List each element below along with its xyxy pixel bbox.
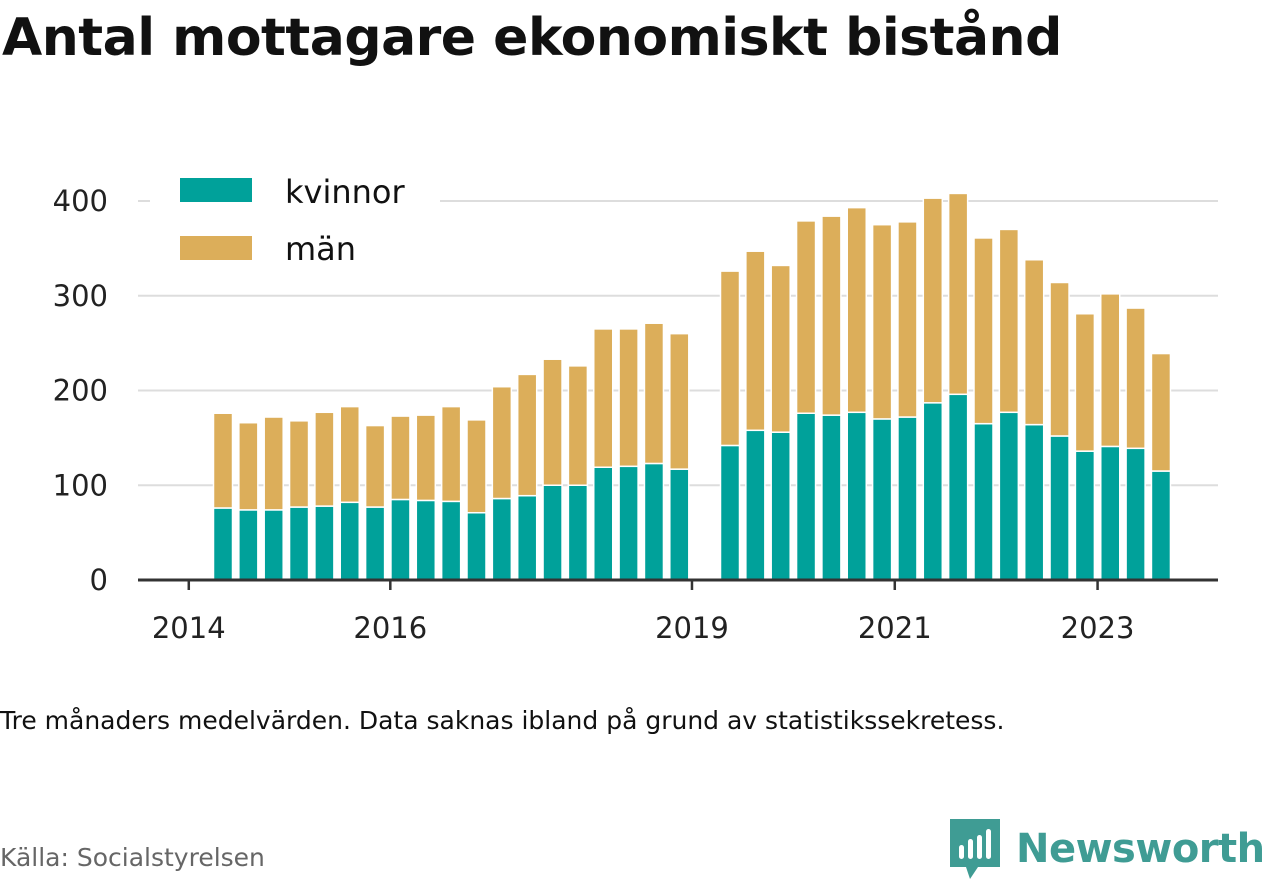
bar-man-4 xyxy=(314,411,335,507)
y-tick-label-300: 300 xyxy=(53,279,108,313)
bar-man-37 xyxy=(1150,352,1172,472)
bar-kvinnor-22 xyxy=(770,431,791,581)
bar-kvinnor-7 xyxy=(390,498,411,581)
bar-kvinnor-36 xyxy=(1125,447,1146,581)
bar-man-25 xyxy=(846,206,867,414)
bar-man-22 xyxy=(770,264,791,433)
bar-kvinnor-14 xyxy=(567,484,589,581)
bar-kvinnor-10 xyxy=(466,511,487,581)
bar-kvinnor-35 xyxy=(1100,445,1121,581)
bar-kvinnor-8 xyxy=(415,499,437,581)
bar-kvinnor-31 xyxy=(998,411,1020,581)
axes: 0 100 200 300 400 2014 2016 2019 2021 2023 xyxy=(53,184,1218,645)
bar-kvinnor-37 xyxy=(1150,470,1172,581)
bar-man-35 xyxy=(1100,293,1121,448)
bar-kvinnor-1 xyxy=(238,509,259,581)
bar-man-27 xyxy=(897,221,918,418)
bar-kvinnor-11 xyxy=(491,497,513,581)
bar-man-26 xyxy=(871,223,893,420)
bar-kvinnor-29 xyxy=(947,393,969,581)
bar-kvinnor-24 xyxy=(821,414,842,581)
source-label: Källa: Socialstyrelsen xyxy=(0,843,265,872)
bar-man-12 xyxy=(516,373,538,497)
bar-man-30 xyxy=(973,237,994,425)
x-tick-label-2019: 2019 xyxy=(655,611,729,645)
bar-man-23 xyxy=(795,220,817,414)
bar-man-31 xyxy=(998,228,1020,414)
bar-man-15 xyxy=(593,328,614,468)
newsworthy-brand: Newsworthy xyxy=(950,818,1262,880)
newsworthy-logo-icon xyxy=(950,819,1000,879)
bar-kvinnor-23 xyxy=(795,412,817,581)
bar-kvinnor-30 xyxy=(973,422,994,581)
brand-name: Newsworthy xyxy=(1016,826,1262,872)
bar-kvinnor-27 xyxy=(897,416,918,581)
bar-kvinnor-5 xyxy=(339,501,360,581)
bar-man-29 xyxy=(947,192,969,396)
bar-kvinnor-17 xyxy=(643,462,665,581)
bar-man-1 xyxy=(238,421,259,511)
legend-swatch-kvinnor xyxy=(180,178,252,202)
bar-man-11 xyxy=(491,385,513,500)
bar-kvinnor-20 xyxy=(719,444,741,581)
y-tick-label-0: 0 xyxy=(90,563,108,597)
bar-kvinnor-13 xyxy=(542,484,563,581)
y-tick-label-100: 100 xyxy=(53,468,108,502)
bar-man-32 xyxy=(1023,258,1045,426)
bar-man-10 xyxy=(466,419,487,514)
x-tick-label-2023: 2023 xyxy=(1061,611,1135,645)
bar-man-7 xyxy=(390,415,411,501)
bar-man-2 xyxy=(263,416,284,511)
bar-kvinnor-33 xyxy=(1049,435,1070,581)
bar-man-17 xyxy=(643,322,665,465)
bar-kvinnor-18 xyxy=(669,468,690,581)
bar-kvinnor-16 xyxy=(618,465,639,581)
bar-kvinnor-32 xyxy=(1023,423,1045,581)
legend-label-man: män xyxy=(285,230,356,268)
bar-kvinnor-9 xyxy=(440,500,462,581)
legend-swatch-man xyxy=(180,236,252,260)
bar-man-5 xyxy=(339,405,360,504)
bar-man-33 xyxy=(1049,281,1070,437)
bar-kvinnor-4 xyxy=(314,505,335,581)
x-tick-label-2014: 2014 xyxy=(152,611,226,645)
bar-kvinnor-25 xyxy=(846,411,867,581)
bar-kvinnor-3 xyxy=(288,506,310,581)
bar-kvinnor-2 xyxy=(263,509,284,581)
x-tick-label-2016: 2016 xyxy=(353,611,427,645)
bar-man-18 xyxy=(669,332,690,470)
bar-kvinnor-21 xyxy=(745,429,766,581)
bar-man-8 xyxy=(415,414,437,502)
chart-note: Tre månaders medelvärden. Data saknas ib… xyxy=(0,706,1005,735)
bar-man-0 xyxy=(212,412,234,509)
bar-man-20 xyxy=(719,270,741,447)
bar-man-34 xyxy=(1074,313,1096,452)
bar-man-36 xyxy=(1125,307,1146,450)
bar-kvinnor-15 xyxy=(593,466,614,581)
bar-man-6 xyxy=(364,424,386,508)
bar-man-21 xyxy=(745,250,766,432)
bar-man-13 xyxy=(542,358,563,487)
bar-kvinnor-6 xyxy=(364,506,386,581)
stacked-bar-chart: 0 100 200 300 400 2014 2016 2019 2021 2023 kvinno… xyxy=(52,166,1218,645)
bar-man-28 xyxy=(922,197,944,404)
bar-kvinnor-28 xyxy=(922,402,944,581)
bar-kvinnor-12 xyxy=(516,494,538,581)
x-tick-label-2021: 2021 xyxy=(858,611,932,645)
bar-man-16 xyxy=(618,328,639,468)
bar-kvinnor-34 xyxy=(1074,450,1096,581)
chart-title: Antal mottagare ekonomiskt bistånd xyxy=(2,8,1062,68)
bar-kvinnor-0 xyxy=(212,507,234,581)
bar-man-14 xyxy=(567,365,589,486)
legend: kvinnor män xyxy=(150,166,440,276)
y-tick-label-400: 400 xyxy=(53,184,108,218)
bar-man-3 xyxy=(288,420,310,508)
bar-man-9 xyxy=(440,405,462,503)
bar-man-24 xyxy=(821,215,842,416)
legend-label-kvinnor: kvinnor xyxy=(285,173,406,211)
y-tick-label-200: 200 xyxy=(53,374,108,408)
bar-kvinnor-26 xyxy=(871,418,893,581)
